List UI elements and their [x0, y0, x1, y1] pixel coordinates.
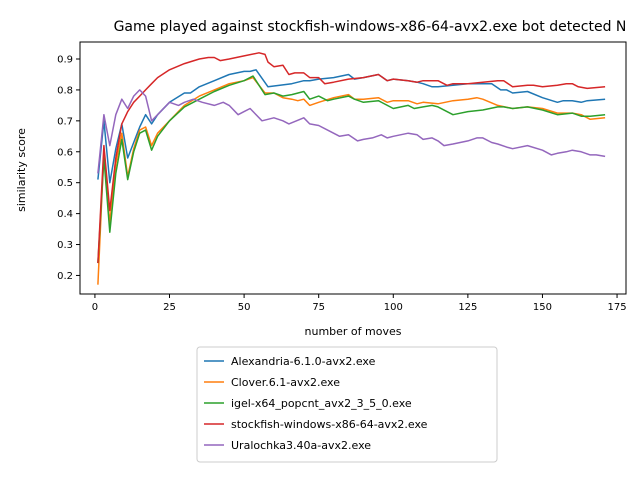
series-line-5 — [97, 89, 606, 174]
x-tick-label: 25 — [163, 302, 176, 313]
series-line-2 — [97, 76, 606, 285]
series-line-1 — [97, 69, 606, 184]
plot-area: 0 25 50 75 100 125 150 175 0.20.30.40.50.60.70.… — [57, 41, 627, 313]
x-tick-label: 175 — [608, 302, 627, 313]
x-tick-label: 150 — [533, 302, 552, 313]
y-tick-label: 0.6 — [57, 147, 73, 158]
chart-title: Game played against stockfish-windows-x8… — [114, 19, 627, 35]
legend-label: stockfish-windows-x86-64-avx2.exe — [231, 418, 428, 431]
legend: Alexandria-6.1.0-avx2.exe Clover.6.1-avx2… — [196, 346, 498, 463]
x-axis-label: number of moves — [305, 325, 402, 338]
plot-frame — [79, 41, 627, 295]
series-lines — [97, 52, 606, 285]
y-tick-label: 0.4 — [57, 209, 73, 220]
legend-label: Uralochka3.40a-avx2.exe — [231, 439, 371, 452]
x-tick-label: 50 — [238, 302, 251, 313]
y-axis-ticks: 0.2 0.3 0.4 0.5 0.6 0.7 0.8 0.9 — [57, 55, 80, 282]
x-tick-label: 100 — [384, 302, 403, 313]
x-tick-label: 75 — [312, 302, 325, 313]
y-tick-label: 0.7 — [57, 116, 73, 127]
y-tick-label: 0.9 — [57, 55, 73, 66]
x-axis-ticks: 0 25 50 75 100 125 150 175 — [92, 294, 627, 313]
series-line-3 — [97, 75, 606, 264]
legend-label: Alexandria-6.1.0-avx2.exe — [231, 355, 376, 368]
y-tick-label: 0.3 — [57, 240, 73, 251]
y-tick-label: 0.2 — [57, 271, 73, 282]
legend-label: Clover.6.1-avx2.exe — [231, 376, 340, 389]
legend-label: igel-x64_popcnt_avx2_3_5_0.exe — [231, 397, 412, 410]
series-line-4 — [97, 52, 606, 264]
x-tick-label: 125 — [458, 302, 477, 313]
y-axis-label: similarity score — [15, 128, 28, 212]
x-tick-label: 0 — [92, 302, 98, 313]
y-tick-label: 0.5 — [57, 178, 73, 189]
legend-frame — [196, 346, 498, 463]
y-tick-label: 0.8 — [57, 85, 73, 96]
